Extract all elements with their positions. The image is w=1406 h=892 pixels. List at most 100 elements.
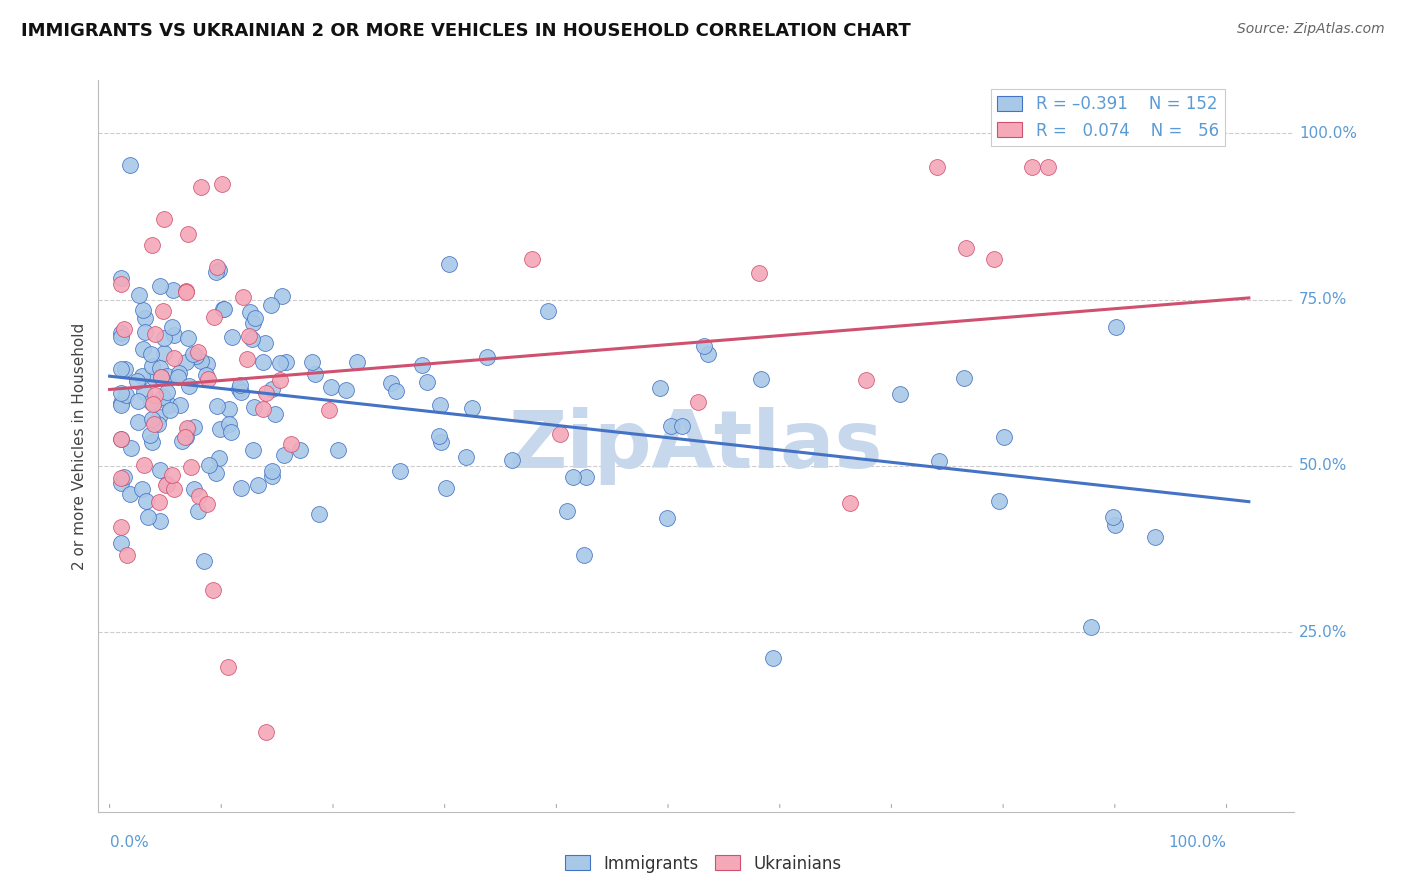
Point xyxy=(110,471,132,485)
Point xyxy=(692,339,714,353)
Point xyxy=(143,326,166,341)
Point xyxy=(229,377,252,392)
Point xyxy=(127,393,149,408)
Point xyxy=(205,260,228,274)
Point xyxy=(288,442,311,457)
Point xyxy=(456,450,478,464)
Point xyxy=(136,510,159,524)
Point xyxy=(174,429,197,443)
Point xyxy=(318,402,340,417)
Text: 25.0%: 25.0% xyxy=(1299,624,1347,640)
Point xyxy=(475,350,498,364)
Point xyxy=(176,421,198,435)
Point xyxy=(141,395,163,409)
Y-axis label: 2 or more Vehicles in Household: 2 or more Vehicles in Household xyxy=(72,322,87,570)
Point xyxy=(110,277,132,291)
Point xyxy=(162,327,184,342)
Point xyxy=(1021,160,1043,174)
Point xyxy=(239,305,262,319)
Point xyxy=(671,419,693,434)
Point xyxy=(562,469,585,483)
Point xyxy=(110,520,132,534)
Point xyxy=(389,464,412,478)
Point xyxy=(198,458,221,472)
Point xyxy=(697,347,720,361)
Point xyxy=(110,398,132,412)
Point xyxy=(280,437,302,451)
Point xyxy=(139,428,162,442)
Point xyxy=(1104,517,1126,532)
Text: 75.0%: 75.0% xyxy=(1299,293,1347,307)
Point xyxy=(141,238,163,252)
Point xyxy=(149,361,172,376)
Point xyxy=(243,400,266,414)
Point xyxy=(180,460,202,475)
Point xyxy=(163,482,186,496)
Point xyxy=(439,256,461,270)
Point xyxy=(211,177,233,191)
Point xyxy=(217,660,239,674)
Text: ZipAtlas: ZipAtlas xyxy=(509,407,883,485)
Point xyxy=(155,385,177,400)
Point xyxy=(132,385,155,400)
Point xyxy=(110,330,132,344)
Point xyxy=(328,443,350,458)
Point xyxy=(648,380,671,394)
Point xyxy=(429,429,451,443)
Point xyxy=(218,417,240,431)
Point xyxy=(839,496,862,510)
Point xyxy=(260,468,283,483)
Point xyxy=(114,362,136,376)
Point xyxy=(195,368,218,382)
Point xyxy=(232,290,254,304)
Point xyxy=(264,407,287,421)
Point xyxy=(208,263,231,277)
Legend: Immigrants, Ukrainians: Immigrants, Ukrainians xyxy=(558,848,848,880)
Point xyxy=(160,468,183,483)
Point xyxy=(110,433,132,447)
Point xyxy=(148,495,170,509)
Point xyxy=(127,415,149,429)
Point xyxy=(304,367,326,381)
Text: IMMIGRANTS VS UKRAINIAN 2 OR MORE VEHICLES IN HOUSEHOLD CORRELATION CHART: IMMIGRANTS VS UKRAINIAN 2 OR MORE VEHICL… xyxy=(21,22,911,40)
Point xyxy=(197,372,219,386)
Point xyxy=(254,725,277,739)
Point xyxy=(120,158,142,172)
Point xyxy=(184,349,207,363)
Point xyxy=(132,342,155,356)
Point xyxy=(748,266,770,280)
Point xyxy=(380,376,402,390)
Point xyxy=(177,422,200,436)
Point xyxy=(167,369,190,384)
Point xyxy=(501,453,523,467)
Point xyxy=(221,329,243,343)
Point xyxy=(179,379,201,393)
Point xyxy=(150,370,173,384)
Point xyxy=(174,285,197,299)
Point xyxy=(555,504,578,518)
Point xyxy=(260,382,283,396)
Point xyxy=(205,399,228,413)
Point xyxy=(143,371,166,385)
Point xyxy=(134,326,156,340)
Point xyxy=(212,301,235,316)
Point xyxy=(127,374,149,388)
Point xyxy=(238,328,260,343)
Point xyxy=(416,376,439,390)
Point xyxy=(134,458,156,473)
Point xyxy=(228,382,250,396)
Point xyxy=(659,419,682,434)
Point xyxy=(110,433,132,447)
Point xyxy=(153,331,176,345)
Point xyxy=(181,347,204,361)
Point xyxy=(155,478,177,492)
Point xyxy=(143,388,166,402)
Text: 0.0%: 0.0% xyxy=(110,835,149,850)
Point xyxy=(575,470,598,484)
Point xyxy=(236,351,259,366)
Point xyxy=(187,345,209,359)
Point xyxy=(146,417,169,431)
Point xyxy=(461,401,484,415)
Point xyxy=(260,298,283,312)
Point xyxy=(174,429,197,443)
